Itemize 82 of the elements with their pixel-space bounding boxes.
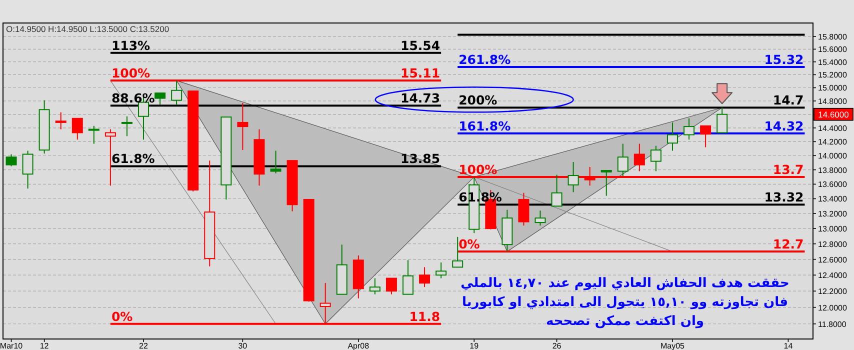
y-tick-label: 12.4000: [818, 271, 848, 280]
y-tick-label: 15.0000: [818, 84, 848, 93]
candlestick: [171, 80, 182, 106]
series-label: 88.6%: [111, 90, 156, 106]
candlestick: [270, 150, 282, 174]
y-tick-label: 15.4000: [818, 58, 848, 67]
series-label: 100%: [458, 162, 498, 177]
y-tick-label: 11.8000: [818, 320, 847, 329]
x-tick-label: May05: [660, 342, 686, 350]
series-label: 200%: [458, 92, 498, 108]
x-tick-label: 12: [40, 342, 50, 350]
data-label: 13.85: [400, 151, 440, 166]
annotation: حققت هدف الحفاش العادي اليوم عند ١٤,٧٠ بالملي: [460, 276, 790, 291]
y-tick-label: 13.4000: [818, 194, 848, 204]
y-tick-label: 15.8000: [818, 32, 848, 42]
x-tick-label: 26: [552, 342, 562, 350]
candlestick: [154, 92, 166, 106]
y-tick-label: 14.4000: [818, 124, 848, 133]
data-label: 15.32: [764, 52, 804, 67]
candlestick: [55, 112, 66, 130]
candlestick: [436, 262, 447, 279]
x-tick-label: 22: [139, 342, 149, 350]
text: 14.6000: [818, 109, 850, 120]
data-label: 12.7: [772, 236, 804, 252]
series-label: 100%: [111, 66, 151, 81]
candlestick: [634, 143, 645, 172]
candlestick: [617, 143, 628, 177]
candlestick: [568, 161, 579, 193]
y-tick-label: 13.8000: [818, 166, 848, 175]
y-tick-label: 14.0000: [818, 152, 848, 161]
x-tick-label: Apr08: [348, 342, 370, 350]
series-label: 113%: [111, 38, 151, 53]
series-label: 261.8%: [458, 52, 512, 67]
annotation: O:14.9500 H:14.9500 L:13.5000 C:13.5200: [6, 24, 170, 34]
data-label: 13.7: [772, 162, 804, 177]
y-tick-label: 15.6000: [818, 45, 848, 54]
series-label: 61.8%: [111, 151, 156, 166]
series-label: 161.8%: [458, 118, 512, 134]
y-tick-label: 14.8000: [818, 96, 848, 106]
candlestick: [534, 210, 546, 226]
x-tick-label: Mar10: [0, 342, 24, 350]
x-tick-label: 14: [784, 342, 794, 350]
candlestick: [22, 150, 34, 190]
data-label: 13.32: [764, 190, 804, 205]
y-tick-label: 12.2000: [818, 287, 848, 296]
candlestick: [551, 174, 562, 207]
candlestick: [88, 125, 100, 144]
data-label: 14.7: [772, 92, 804, 108]
candlestick: [369, 278, 380, 295]
y-tick-label: 13.2000: [818, 210, 848, 219]
candlestick: [402, 260, 414, 295]
x-tick-label: 30: [238, 342, 248, 350]
series-label: 0%: [458, 236, 480, 252]
series-label: 0%: [111, 308, 134, 324]
y-tick-label: 12.8000: [818, 240, 848, 249]
candlestick: [419, 266, 430, 288]
candlestick: [6, 154, 17, 167]
candlestick: [121, 116, 132, 137]
y-tick-label: 15.2000: [818, 70, 848, 80]
data-label: 15.54: [400, 38, 440, 53]
y-tick-label: 14.2000: [818, 138, 848, 147]
y-tick-label: 12.0000: [818, 303, 848, 312]
annotation: فان تجاوزته وو ١٥,١٠ يتحول الى امتدادي او كابوريا: [462, 295, 788, 310]
candlestick: [600, 170, 612, 196]
y-tick-label: 13.0000: [818, 224, 848, 234]
data-label: 14.73: [400, 90, 440, 106]
candlestick: [650, 145, 662, 172]
y-tick-label: 13.6000: [818, 180, 848, 190]
data-label: 14.32: [764, 118, 804, 134]
annotation: وان اكتفت ممكن تصححه: [546, 314, 704, 329]
candlestick: [386, 278, 397, 295]
candlestick: [237, 102, 248, 151]
candlestick: [72, 118, 83, 140]
candlestick: [716, 107, 728, 134]
y-tick-label: 12.6000: [818, 255, 848, 264]
data-label: 15.11: [400, 66, 440, 81]
candlestick: [700, 125, 712, 148]
x-tick-label: 19: [470, 342, 480, 350]
candlestick: [684, 118, 695, 140]
candlestick: [666, 122, 678, 152]
data-label: 11.8: [409, 308, 440, 324]
candlestick: [518, 192, 530, 226]
